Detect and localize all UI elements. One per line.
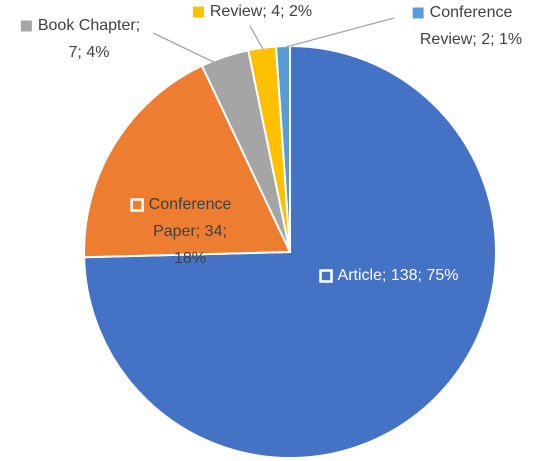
data-label-line: Review; 4; 2% xyxy=(210,3,312,20)
legend-key xyxy=(319,269,333,283)
legend-key xyxy=(412,7,424,19)
data-label-line: Book Chapter; xyxy=(38,17,140,34)
data-label-line: Review; 2; 1% xyxy=(420,31,522,48)
data-label: Conference Paper; 34; 18% xyxy=(149,196,232,267)
data-label-line: 7; 4% xyxy=(69,44,110,61)
pie xyxy=(83,44,497,459)
legend-key xyxy=(20,20,32,32)
legend-key xyxy=(192,6,204,18)
data-label: Book Chapter; 7; 4% xyxy=(38,17,140,61)
data-label-line: Article; 138; 75% xyxy=(338,267,459,284)
data-labels: Article; 138; 75% Conference Paper; 34; 18%… xyxy=(20,3,522,284)
leader-line xyxy=(152,32,227,69)
data-label-line: 18% xyxy=(174,250,206,267)
data-label-line: Paper; 34; xyxy=(153,223,227,240)
leader-line xyxy=(285,17,395,48)
data-label: Article; 138; 75% xyxy=(338,267,459,284)
leader-line xyxy=(249,25,264,50)
data-label-line: Conference xyxy=(430,4,513,21)
legend-key xyxy=(130,198,144,212)
leader-lines xyxy=(152,17,395,69)
data-label: Review; 4; 2% xyxy=(210,3,312,20)
data-label: Conference Review; 2; 1% xyxy=(420,4,522,48)
data-label-line: Conference xyxy=(149,196,232,213)
